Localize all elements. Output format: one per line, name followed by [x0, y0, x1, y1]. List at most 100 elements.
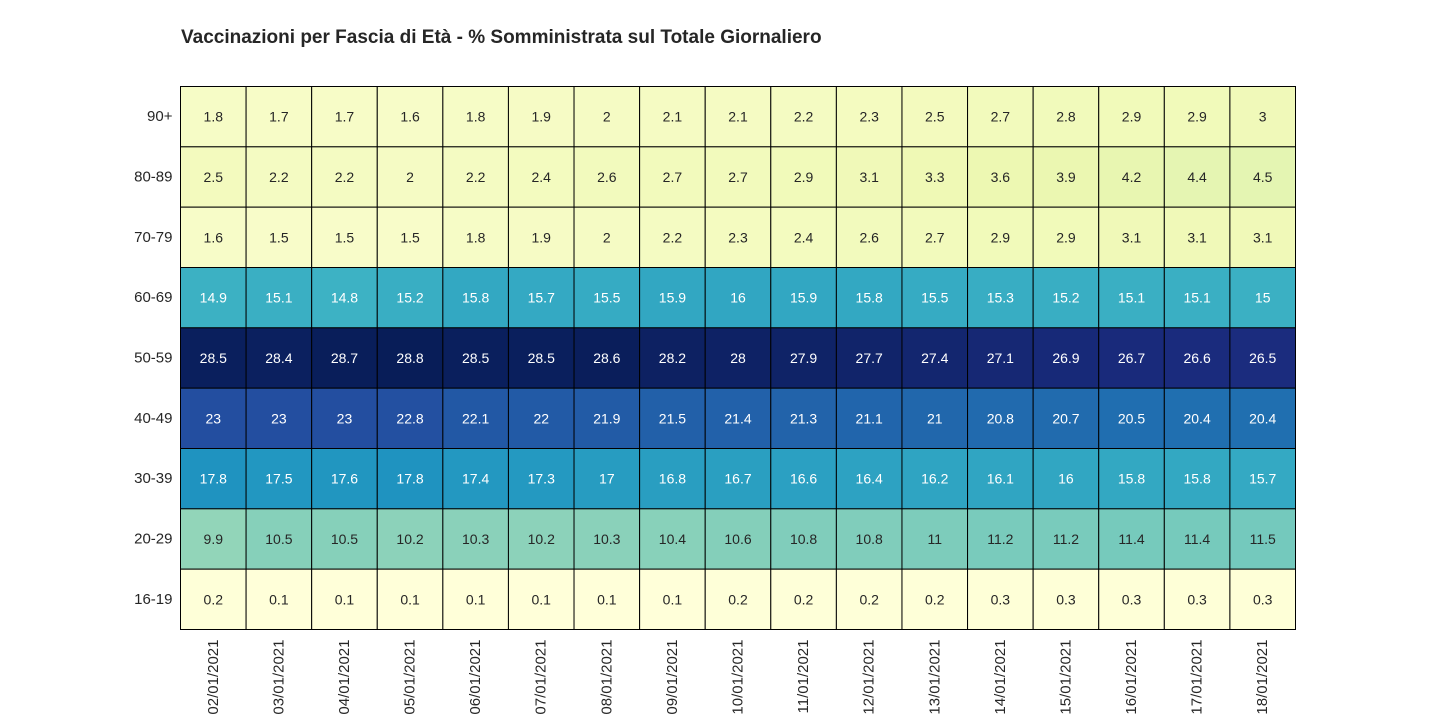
- cell-value-label: 3.6: [991, 169, 1011, 185]
- heatmap-cell-50-59-09-01-2021: [639, 327, 706, 389]
- heatmap-cell-80-89-13-01-2021: [901, 146, 969, 208]
- heatmap-cell-16-19-05-01-2021: [376, 568, 444, 631]
- heatmap-cell-20-29-12-01-2021: [835, 508, 903, 570]
- cell-value-label: 2.7: [991, 109, 1011, 125]
- cell-value-label: 2.4: [532, 169, 552, 185]
- cell-value-label: 17.8: [200, 471, 227, 487]
- heatmap-cell-90-07-01-2021: [507, 86, 575, 148]
- heatmap-cell-30-39-02-01-2021: [180, 448, 247, 510]
- x-tick-label-09-01-2021: 09/01/2021: [664, 640, 681, 715]
- cell-value-label: 0.2: [204, 591, 224, 607]
- x-tick-label-12-01-2021: 12/01/2021: [861, 640, 878, 715]
- cell-value-label: 3: [1259, 109, 1267, 125]
- heatmap-cell-16-19-15-01-2021: [1032, 568, 1100, 631]
- heatmap-cell-50-59-10-01-2021: [704, 327, 772, 389]
- y-tick-label-90: 90+: [147, 108, 173, 125]
- cell-value-label: 11.4: [1118, 531, 1144, 547]
- cell-value-label: 2.2: [794, 109, 814, 125]
- cell-value-label: 0.3: [1056, 591, 1076, 607]
- cell-value-label: 21.4: [724, 410, 751, 426]
- cell-value-label: 22.8: [396, 410, 423, 426]
- heatmap-cell-50-59-02-01-2021: [180, 327, 247, 389]
- heatmap-cell-50-59-13-01-2021: [901, 327, 969, 389]
- heatmap-cell-20-29-11-01-2021: [770, 508, 837, 570]
- cell-value-label: 10.3: [593, 531, 620, 547]
- heatmap-cell-30-39-13-01-2021: [901, 448, 969, 510]
- y-tick-label-50-59: 50-59: [134, 350, 172, 367]
- cell-value-label: 28.8: [396, 350, 423, 366]
- cell-value-label: 2.1: [663, 109, 683, 125]
- cell-value-label: 16.6: [790, 471, 817, 487]
- heatmap-cell-20-29-10-01-2021: [704, 508, 772, 570]
- heatmap-cell-70-79-10-01-2021: [704, 206, 772, 269]
- heatmap-cell-16-19-09-01-2021: [639, 568, 706, 631]
- x-tick-label-02-01-2021: 02/01/2021: [205, 640, 222, 715]
- heatmap-cell-70-79-06-01-2021: [442, 206, 509, 269]
- heatmap-cell-60-69-02-01-2021: [180, 267, 247, 329]
- cell-value-label: 2.7: [728, 169, 748, 185]
- heatmap-cell-20-29-02-01-2021: [180, 508, 247, 570]
- cell-value-label: 28.5: [528, 350, 555, 366]
- heatmap-cell-40-49-16-01-2021: [1098, 387, 1165, 449]
- cell-value-label: 28.7: [331, 350, 358, 366]
- heatmap-cell-70-79-09-01-2021: [639, 206, 706, 269]
- heatmap-cell-60-69-04-01-2021: [311, 267, 378, 329]
- cell-value-label: 0.1: [466, 591, 486, 607]
- cell-value-label: 2: [603, 229, 611, 245]
- cell-value-label: 2: [406, 169, 414, 185]
- heatmap-cell-40-49-18-01-2021: [1229, 387, 1296, 449]
- cell-value-label: 2.4: [794, 229, 814, 245]
- y-axis-tick-labels: 90+ 80-89 70-79 60-69 50-59 40-49 30-39 20-29 16…: [134, 108, 173, 608]
- heatmap-cell-50-59-05-01-2021: [376, 327, 444, 389]
- cell-value-label: 1.7: [335, 109, 355, 125]
- cell-value-label: 9.9: [204, 531, 224, 547]
- x-tick-label-13-01-2021: 13/01/2021: [926, 640, 943, 715]
- heatmap-cell-20-29-16-01-2021: [1098, 508, 1165, 570]
- cell-value-label: 15.1: [265, 290, 292, 306]
- heatmap-cell-80-89-11-01-2021: [770, 146, 837, 208]
- cell-value-label: 2.9: [1122, 109, 1142, 125]
- cell-value-label: 27.4: [921, 350, 948, 366]
- heatmap-cell-90-14-01-2021: [967, 86, 1034, 148]
- cell-value-label: 16.4: [856, 471, 883, 487]
- heatmap-cell-80-89-15-01-2021: [1032, 146, 1100, 208]
- cell-value-label: 0.2: [925, 591, 945, 607]
- cell-value-label: 15.5: [593, 290, 620, 306]
- cell-value-label: 21.3: [790, 410, 817, 426]
- cell-value-label: 0.2: [728, 591, 748, 607]
- cell-value-label: 15: [1255, 290, 1271, 306]
- heatmap-cell-70-79-15-01-2021: [1032, 206, 1100, 269]
- heatmap-cell-20-29-13-01-2021: [901, 508, 969, 570]
- cell-value-label: 11.2: [987, 531, 1013, 547]
- cell-value-label: 1.8: [466, 229, 486, 245]
- x-tick-label-06-01-2021: 06/01/2021: [467, 640, 484, 715]
- cell-value-label: 2.9: [1056, 229, 1076, 245]
- cell-value-label: 4.2: [1122, 169, 1142, 185]
- cell-value-label: 15.5: [921, 290, 948, 306]
- cell-value-label: 15.2: [1052, 290, 1079, 306]
- x-tick-label-17-01-2021: 17/01/2021: [1189, 640, 1206, 715]
- cell-value-label: 15.7: [1249, 471, 1276, 487]
- cell-value-label: 1.7: [269, 109, 289, 125]
- cell-value-label: 10.6: [724, 531, 751, 547]
- cell-value-label: 26.9: [1052, 350, 1079, 366]
- heatmap-cell-70-79-04-01-2021: [311, 206, 378, 269]
- cell-value-label: 0.3: [1253, 591, 1273, 607]
- cell-value-label: 0.1: [335, 591, 355, 607]
- x-tick-label-15-01-2021: 15/01/2021: [1057, 640, 1074, 715]
- heatmap-cell-70-79-08-01-2021: [573, 206, 641, 269]
- y-tick-label-16-19: 16-19: [134, 591, 172, 608]
- heatmap-cell-30-39-12-01-2021: [835, 448, 903, 510]
- heatmap-cell-40-49-03-01-2021: [245, 387, 313, 449]
- heatmap-cell-50-59-08-01-2021: [573, 327, 641, 389]
- heatmap-cell-30-39-06-01-2021: [442, 448, 509, 510]
- cell-value-label: 1.6: [204, 229, 224, 245]
- cell-value-label: 2.9: [794, 169, 814, 185]
- heatmap-cell-60-69-08-01-2021: [573, 267, 641, 329]
- heatmap-cell-50-59-06-01-2021: [442, 327, 509, 389]
- heatmap-cell-90-15-01-2021: [1032, 86, 1100, 148]
- cell-value-label: 11: [927, 531, 942, 547]
- cell-value-label: 1.5: [335, 229, 355, 245]
- cell-value-label: 14.9: [200, 290, 227, 306]
- cell-value-label: 28.6: [593, 350, 620, 366]
